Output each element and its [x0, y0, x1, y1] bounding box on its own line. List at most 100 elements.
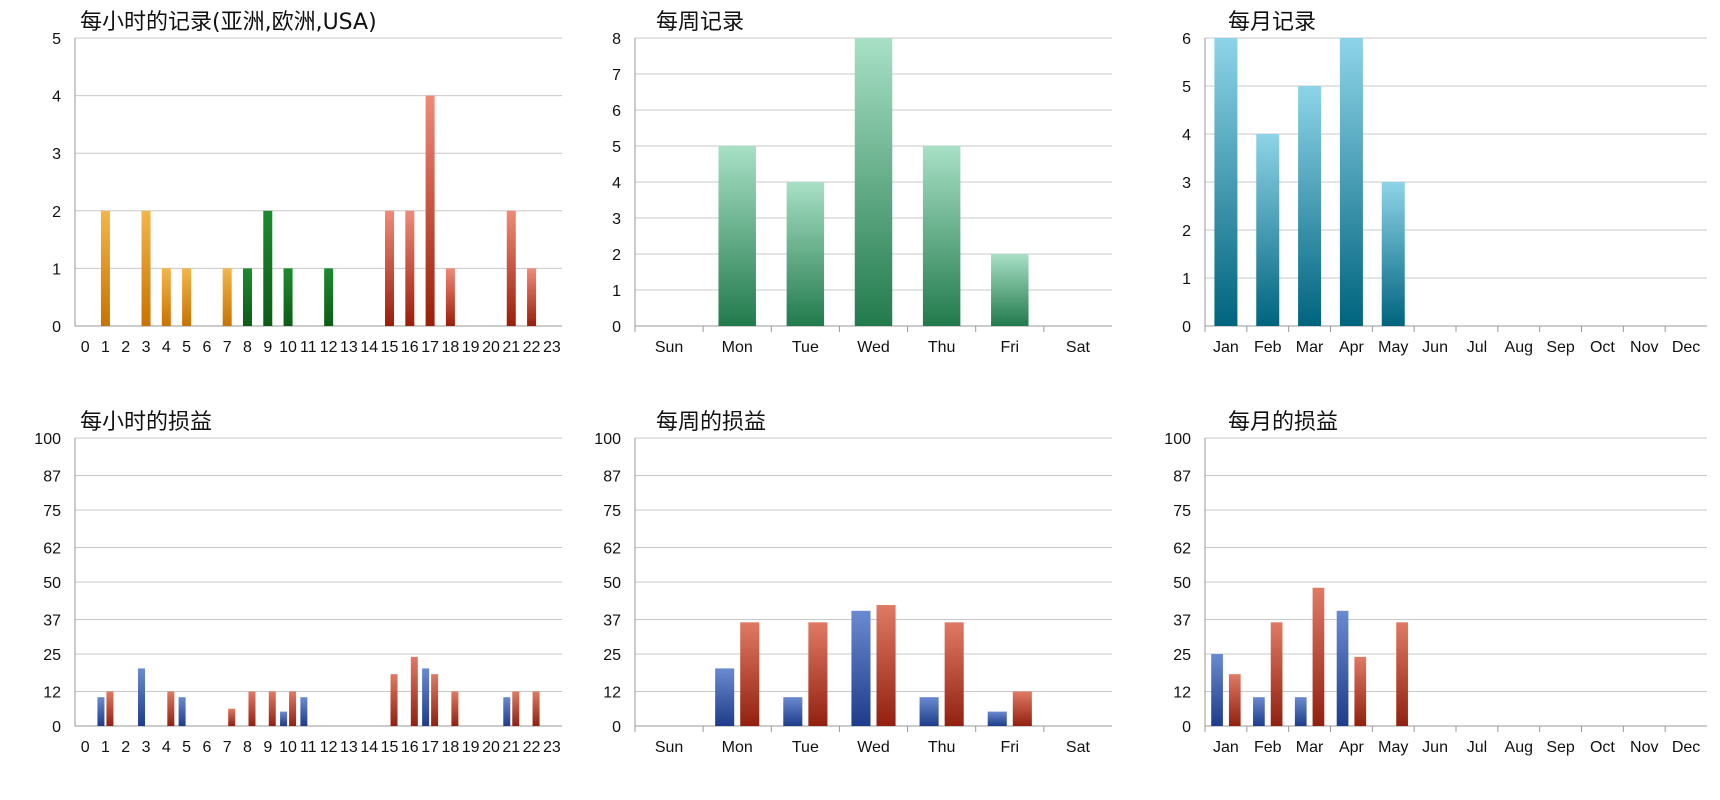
y-tick-label: 25: [603, 647, 621, 664]
x-tick-label: Mon: [722, 339, 753, 356]
y-tick-label: 7: [612, 67, 621, 84]
x-tick-label: 12: [320, 339, 338, 356]
x-tick-label: 0: [81, 739, 90, 756]
y-tick-label: 8: [612, 31, 621, 48]
y-tick-label: 62: [43, 540, 61, 557]
x-tick-label: 10: [279, 739, 297, 756]
x-tick-label: 8: [243, 739, 252, 756]
bar: [987, 711, 1007, 726]
bar: [854, 38, 893, 326]
x-tick-label: 1: [101, 339, 110, 356]
bar: [106, 691, 114, 726]
bar: [248, 691, 256, 726]
x-tick-label: 12: [320, 739, 338, 756]
y-tick-label: 2: [52, 204, 61, 221]
y-tick-label: 1: [1182, 271, 1191, 288]
bar: [167, 691, 175, 726]
x-tick-label: 7: [223, 339, 232, 356]
chart-title: 每月记录: [1228, 10, 1317, 35]
chart-title: 每小时的记录(亚洲,欧洲,USA): [80, 10, 377, 35]
x-tick-label: May: [1378, 339, 1408, 356]
y-tick-label: 62: [603, 540, 621, 557]
x-tick-label: Mon: [722, 739, 753, 756]
x-tick-label: Sat: [1066, 339, 1091, 356]
y-tick-label: 0: [1182, 719, 1191, 736]
bar: [1294, 697, 1307, 726]
y-tick-label: 5: [52, 31, 61, 48]
bar: [1270, 622, 1283, 726]
bar: [786, 182, 825, 326]
bar: [161, 268, 171, 326]
bar: [242, 268, 252, 326]
x-tick-label: Tue: [792, 339, 819, 356]
chart-weekly-records: 每周记录 0 1 2 3 4 5 6 7 8 Sun Mon Tue Wed Thu Fri Sat: [590, 0, 1120, 395]
bar: [100, 210, 110, 326]
x-tick-label: 23: [543, 739, 561, 756]
bar: [919, 697, 939, 726]
bar: [289, 691, 297, 726]
x-tick-label: Dec: [1672, 739, 1700, 756]
y-tick-label: 4: [1182, 127, 1191, 144]
bar: [263, 210, 273, 326]
bar: [141, 210, 151, 326]
y-tick-label: 25: [1173, 647, 1191, 664]
y-tick-label: 5: [1182, 79, 1191, 96]
y-tick-label: 0: [1182, 319, 1191, 336]
x-tick-label: 13: [340, 739, 358, 756]
y-tick-label: 12: [1173, 684, 1191, 701]
x-tick-label: 11: [300, 739, 317, 756]
y-tick-label: 100: [594, 431, 621, 448]
x-tick-label: 14: [360, 739, 378, 756]
y-tick-label: 1: [612, 283, 621, 300]
x-tick-label: 18: [441, 739, 459, 756]
y-tick-label: 87: [43, 468, 61, 485]
x-tick-label: Jan: [1213, 739, 1239, 756]
bar: [451, 691, 459, 726]
x-tick-label: 21: [502, 339, 520, 356]
bar: [808, 622, 828, 726]
bar: [1253, 697, 1265, 726]
x-tick-label: 6: [202, 339, 211, 356]
y-tick-label: 37: [43, 612, 61, 629]
x-tick-label: 21: [502, 739, 520, 756]
bar: [182, 268, 192, 326]
y-tick-label: 62: [1173, 540, 1191, 557]
x-tick-label: 19: [462, 739, 480, 756]
x-tick-label: 11: [300, 339, 317, 356]
y-tick-label: 6: [612, 103, 621, 120]
y-tick-label: 0: [52, 319, 61, 336]
bar: [1312, 587, 1325, 726]
x-tick-label: Fri: [1000, 739, 1019, 756]
bar: [715, 668, 735, 726]
y-tick-label: 87: [1173, 468, 1191, 485]
x-tick-label: Aug: [1505, 339, 1533, 356]
x-tick-label: 3: [142, 339, 151, 356]
x-tick-label: 18: [441, 339, 459, 356]
chart-monthly-pnl: 每月的损益 0 12 25 37 50 62 75 87 100 Jan Feb Mar Apr May J…: [1160, 400, 1715, 795]
bar: [300, 697, 308, 726]
x-tick-label: 22: [523, 739, 541, 756]
x-tick-label: Apr: [1339, 339, 1365, 356]
bar: [740, 622, 760, 726]
y-tick-label: 75: [603, 503, 621, 520]
y-tick-label: 1: [52, 261, 61, 278]
bar: [783, 697, 803, 726]
x-tick-label: Jun: [1422, 339, 1448, 356]
bar: [385, 210, 395, 326]
chart-plot: 0 12 25 37 50 62 75 87 100 Jan Feb Mar Apr May Jun Jul A…: [1164, 431, 1707, 756]
bar: [1012, 691, 1032, 726]
bar: [422, 668, 430, 726]
x-tick-label: Oct: [1590, 339, 1615, 356]
y-tick-label: 0: [612, 719, 621, 736]
x-tick-label: Nov: [1630, 339, 1658, 356]
y-tick-label: 12: [43, 684, 61, 701]
x-tick-label: Thu: [928, 739, 956, 756]
bar: [512, 691, 520, 726]
y-tick-label: 50: [43, 575, 61, 592]
y-tick-label: 2: [612, 247, 621, 264]
x-tick-label: May: [1378, 739, 1408, 756]
y-tick-label: 6: [1182, 31, 1191, 48]
x-tick-label: 13: [340, 339, 358, 356]
